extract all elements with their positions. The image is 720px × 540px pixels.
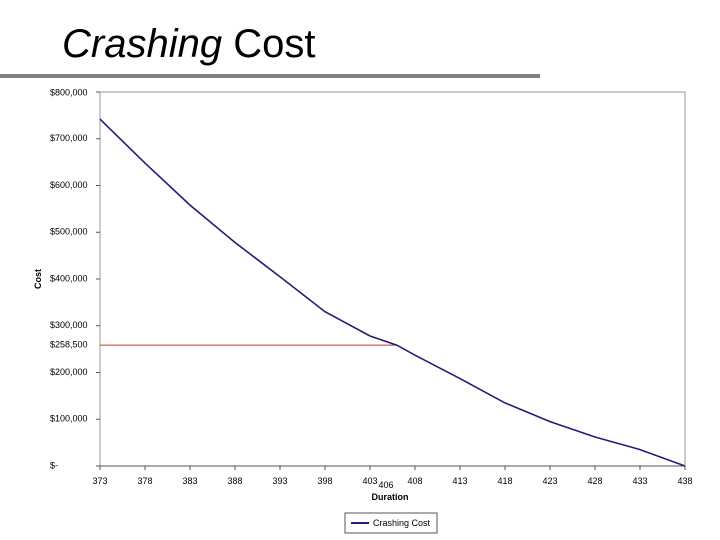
y-axis-title: Cost [33,269,43,289]
y-tick-label: $500,000 [50,227,88,237]
x-tick-label: 373 [92,476,107,486]
y-tick-label: $100,000 [50,414,88,424]
x-tick-label: 413 [452,476,467,486]
slide-title-italic: Crashing [62,22,223,66]
x-tick-label: 378 [137,476,152,486]
title-divider [0,74,540,78]
x-tick-label: 418 [497,476,512,486]
x-tick-label: 423 [542,476,557,486]
plot-area-border [99,91,686,467]
y-tick-label: $800,000 [50,87,88,97]
y-tick-label: $600,000 [50,180,88,190]
slide-title-rest: Cost [222,22,316,66]
x-tick-label: 398 [317,476,332,486]
y-tick-label: $- [50,460,58,470]
x-tick-label: 428 [587,476,602,486]
annotation-y-label: $258,500 [50,340,88,350]
y-tick-label: $400,000 [50,273,88,283]
x-tick-label: 393 [272,476,287,486]
x-axis-title: Duration [372,492,409,502]
x-tick-label: 383 [182,476,197,486]
legend-box [344,512,438,534]
x-tick-label: 388 [227,476,242,486]
y-tick-label: $700,000 [50,133,88,143]
x-tick-label: 403 [362,476,377,486]
slide-title: Crashing Cost [62,22,315,67]
legend-label: Crashing Cost [373,518,431,528]
x-tick-label: 433 [632,476,647,486]
annotation-x-label: 406 [378,480,393,490]
series-line-crashing-cost [99,118,686,467]
y-tick-label: $200,000 [50,367,88,377]
x-tick-label: 438 [677,476,692,486]
y-tick-label: $300,000 [50,320,88,330]
x-tick-label: 408 [407,476,422,486]
